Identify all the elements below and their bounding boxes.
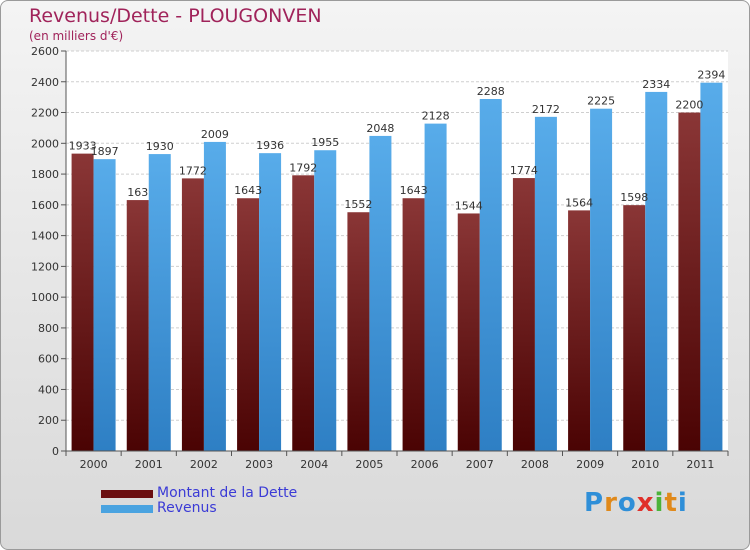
data-label: 2225	[587, 95, 615, 108]
revenus-bar	[479, 99, 502, 451]
logo-letter: o	[617, 488, 637, 518]
y-tick-label: 1600	[31, 199, 59, 212]
x-tick-label: 2000	[80, 458, 108, 471]
dette-bar	[568, 210, 591, 451]
data-label: 2288	[477, 85, 505, 98]
data-label: 1936	[256, 139, 284, 152]
x-tick-label: 2007	[466, 458, 494, 471]
proxiti-logo: Proxiti	[584, 488, 688, 518]
data-label: 2009	[201, 128, 229, 141]
data-label: 1564	[565, 196, 593, 209]
dette-bar	[126, 200, 149, 451]
data-label: 2172	[532, 103, 560, 116]
dette-bar	[71, 153, 94, 451]
data-label: 1643	[400, 184, 428, 197]
x-tick-label: 2001	[135, 458, 163, 471]
data-label: 2394	[697, 69, 725, 82]
x-tick-label: 2002	[190, 458, 218, 471]
chart-subtitle: (en milliers d'€)	[29, 29, 124, 43]
data-label: 2200	[675, 99, 703, 112]
plot-area	[66, 51, 728, 451]
revenus-bar	[700, 82, 723, 451]
y-tick-label: 2000	[31, 137, 59, 150]
revenus-bar	[93, 159, 116, 451]
x-tick-label: 2005	[355, 458, 383, 471]
y-tick-label: 1400	[31, 230, 59, 243]
data-label: 1955	[311, 136, 339, 149]
bars	[71, 82, 723, 452]
chart-title: Revenus/Dette - PLOUGONVEN	[29, 5, 322, 27]
y-tick-label: 1200	[31, 260, 59, 273]
y-tick-label: 600	[38, 353, 59, 366]
data-label: 2334	[642, 78, 670, 91]
legend-label-dette: Montant de la Dette	[157, 485, 298, 501]
revenus-bar	[203, 141, 226, 451]
x-tick-label: 2008	[521, 458, 549, 471]
dette-bar	[512, 178, 535, 452]
axes: 0 200 400 600 800 1000 1200 1400 1600 1800 2000 220…	[31, 45, 729, 471]
data-label: 1772	[179, 164, 207, 177]
data-label: 1598	[620, 191, 648, 204]
revenus-bar	[369, 135, 392, 451]
logo-letter: i	[677, 488, 688, 518]
y-tick-label: 2600	[31, 45, 59, 58]
revenus-bar	[424, 123, 447, 451]
data-label: 1544	[455, 199, 483, 212]
y-tick-label: 2400	[31, 76, 59, 89]
data-label: 1930	[146, 140, 174, 153]
dette-bar	[292, 175, 315, 452]
data-label: 163	[127, 186, 148, 199]
revenus-bar	[314, 150, 337, 451]
dette-bar	[457, 213, 480, 451]
data-label: 1792	[289, 161, 317, 174]
logo-letter: P	[584, 488, 605, 518]
y-tick-label: 400	[38, 383, 59, 396]
y-tick-label: 800	[38, 322, 59, 335]
data-label: 1552	[344, 198, 372, 211]
data-label: 1774	[510, 164, 538, 177]
dette-bar	[347, 212, 370, 451]
revenus-bar	[259, 153, 282, 451]
data-label: 2128	[422, 110, 450, 123]
dette-bar	[181, 178, 204, 451]
logo-letter: x	[636, 488, 655, 518]
y-tick-label: 2200	[31, 107, 59, 120]
y-tick-label: 0	[52, 445, 59, 458]
dette-bar	[237, 198, 260, 451]
x-tick-label: 2004	[300, 458, 328, 471]
x-tick-label: 2011	[686, 458, 714, 471]
dette-bar	[402, 198, 425, 451]
logo-letter: r	[604, 488, 618, 518]
data-label: 2048	[366, 122, 394, 135]
y-tick-label: 200	[38, 414, 59, 427]
revenus-bar	[590, 108, 613, 451]
legend-swatch-revenus	[101, 505, 153, 513]
y-tick-label: 1000	[31, 291, 59, 304]
revenus-bar	[534, 116, 557, 451]
revenus-bar	[645, 91, 668, 451]
logo-letter: t	[664, 488, 678, 518]
data-label: 1933	[69, 140, 97, 153]
x-tick-label: 2009	[576, 458, 604, 471]
dette-bar	[623, 205, 646, 451]
data-label: 1643	[234, 184, 262, 197]
x-tick-label: 2010	[631, 458, 659, 471]
dette-bar	[678, 112, 701, 452]
logo-letter: i	[654, 488, 665, 518]
legend-swatch-dette	[101, 490, 153, 498]
x-tick-label: 2003	[245, 458, 273, 471]
y-tick-label: 1800	[31, 168, 59, 181]
grid	[66, 50, 728, 452]
x-tick-label: 2006	[411, 458, 439, 471]
revenus-bar	[148, 154, 171, 452]
legend-label-revenus: Revenus	[157, 500, 217, 516]
data-label: 1897	[91, 145, 119, 158]
